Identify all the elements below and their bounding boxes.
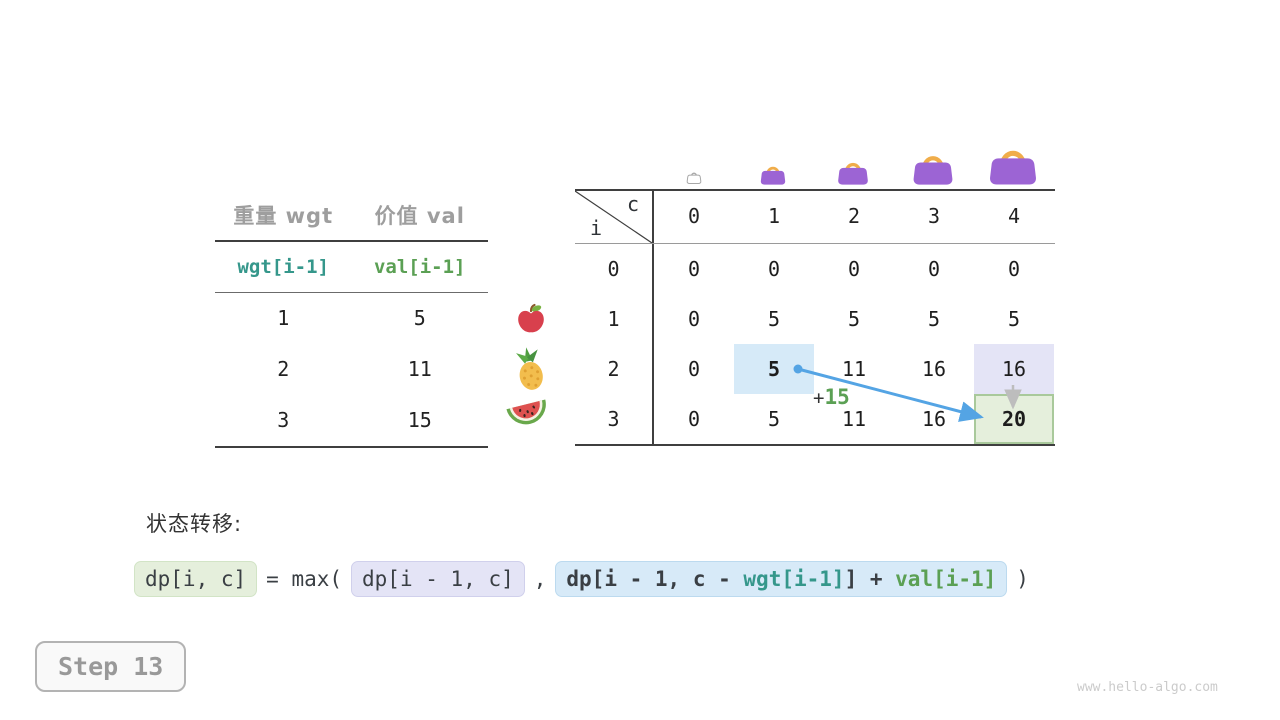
formula-comma: , [533, 567, 547, 591]
dp-cell: 0 [927, 257, 941, 281]
plus-sign: + [813, 387, 825, 409]
dp-cell: 0 [1007, 257, 1021, 281]
handbag-icon-medium [837, 156, 869, 189]
dp-col-header-0: 0 [687, 204, 701, 228]
handbag-icon-large [912, 147, 954, 189]
added-value: 15 [824, 385, 850, 409]
item-table-var-val: val[i-1] [373, 256, 466, 278]
state-transition-heading: 状态转移: [146, 512, 243, 536]
formula-option2-wgt: wgt[i-1] [743, 567, 845, 591]
add-value-annotation: +15 [813, 385, 850, 409]
item-weight-3: 3 [277, 408, 290, 432]
dp-cell-highlight-source: 5 [734, 344, 814, 394]
item-weight-1: 1 [277, 306, 290, 330]
item-table-header-weight: 重量 wgt [233, 204, 334, 228]
dp-row-header-1: 1 [575, 294, 654, 344]
watermark: www.hello-algo.com [1077, 680, 1218, 695]
dp-corner-cell: c i [575, 191, 654, 243]
watermelon-icon [505, 398, 553, 435]
item-value-3: 15 [407, 408, 432, 432]
dp-cell: 0 [767, 257, 781, 281]
formula-option2-box: dp[i - 1, c - wgt[i-1]] + val[i-1] [555, 561, 1008, 597]
dp-cell: 0 [687, 407, 701, 431]
dp-cell: 16 [921, 407, 947, 431]
step-badge: Step 13 [35, 641, 187, 692]
item-value-1: 5 [413, 306, 426, 330]
apple-icon [516, 303, 546, 339]
handbag-icon-small [760, 161, 786, 189]
item-weight-2: 2 [277, 357, 290, 381]
handbag-icon-xlarge [988, 140, 1038, 189]
dp-col-header-4: 4 [1007, 204, 1021, 228]
state-transition-formula: dp[i, c] = max( dp[i - 1, c] , dp[i - 1,… [134, 561, 1029, 597]
dp-cell: 5 [767, 407, 781, 431]
dp-row-1: 1 0 5 5 5 5 [575, 294, 1055, 344]
item-table-var-row: wgt[i-1] val[i-1] [215, 242, 488, 293]
dp-table: c i 0 1 2 3 4 0 0 0 0 0 0 1 0 5 5 5 5 2 … [575, 189, 1055, 446]
dp-row-header-0: 0 [575, 244, 654, 294]
item-table-row-2: 2 11 [215, 344, 488, 395]
formula-closing-paren: ) [1016, 567, 1029, 591]
item-table-header-row: 重量 wgt 价值 val [215, 196, 488, 242]
formula-lhs-box: dp[i, c] [134, 561, 258, 597]
item-table-row-1: 1 5 [215, 293, 488, 344]
item-value-2: 11 [407, 357, 432, 381]
formula-option1-box: dp[i - 1, c] [351, 561, 525, 597]
pineapple-icon [511, 346, 549, 396]
dp-cell: 5 [1007, 307, 1021, 331]
dp-col-header-3: 3 [927, 204, 941, 228]
item-weight-value-table: 重量 wgt 价值 val wgt[i-1] val[i-1] 1 5 2 11… [215, 196, 488, 448]
item-table-header-value: 价值 val [374, 204, 465, 228]
dp-cell: 0 [687, 257, 701, 281]
item-table-var-wgt: wgt[i-1] [237, 256, 329, 278]
dp-col-header-2: 2 [847, 204, 861, 228]
diagonal-divider [575, 191, 652, 243]
formula-option2-val: val[i-1] [895, 567, 997, 591]
dp-cell: 5 [927, 307, 941, 331]
dp-cell-highlight-compare: 16 [974, 344, 1054, 394]
dp-cell: 5 [767, 307, 781, 331]
dp-cell: 0 [847, 257, 861, 281]
dp-cell: 5 [847, 307, 861, 331]
dp-corner-row-var: i [590, 216, 603, 240]
dp-corner-col-var: c [626, 192, 639, 216]
dp-cell: 16 [921, 357, 947, 381]
dp-col-header-1: 1 [767, 204, 781, 228]
dp-row-0: 0 0 0 0 0 0 [575, 244, 1055, 294]
formula-option2-dp: dp[i - 1, c - [566, 567, 744, 591]
dp-row-header-2: 2 [575, 344, 654, 394]
dp-cell: 0 [687, 357, 701, 381]
dp-cell-highlight-result: 20 [974, 394, 1054, 444]
formula-option2-plus: ] + [844, 567, 896, 591]
dp-row-header-3: 3 [575, 394, 654, 444]
dp-table-header-row: c i 0 1 2 3 4 [575, 191, 1055, 244]
formula-equals-max: = max( [266, 567, 343, 591]
item-table-row-3: 3 15 [215, 395, 488, 446]
empty-bag-icon [686, 168, 702, 189]
dp-cell: 0 [687, 307, 701, 331]
